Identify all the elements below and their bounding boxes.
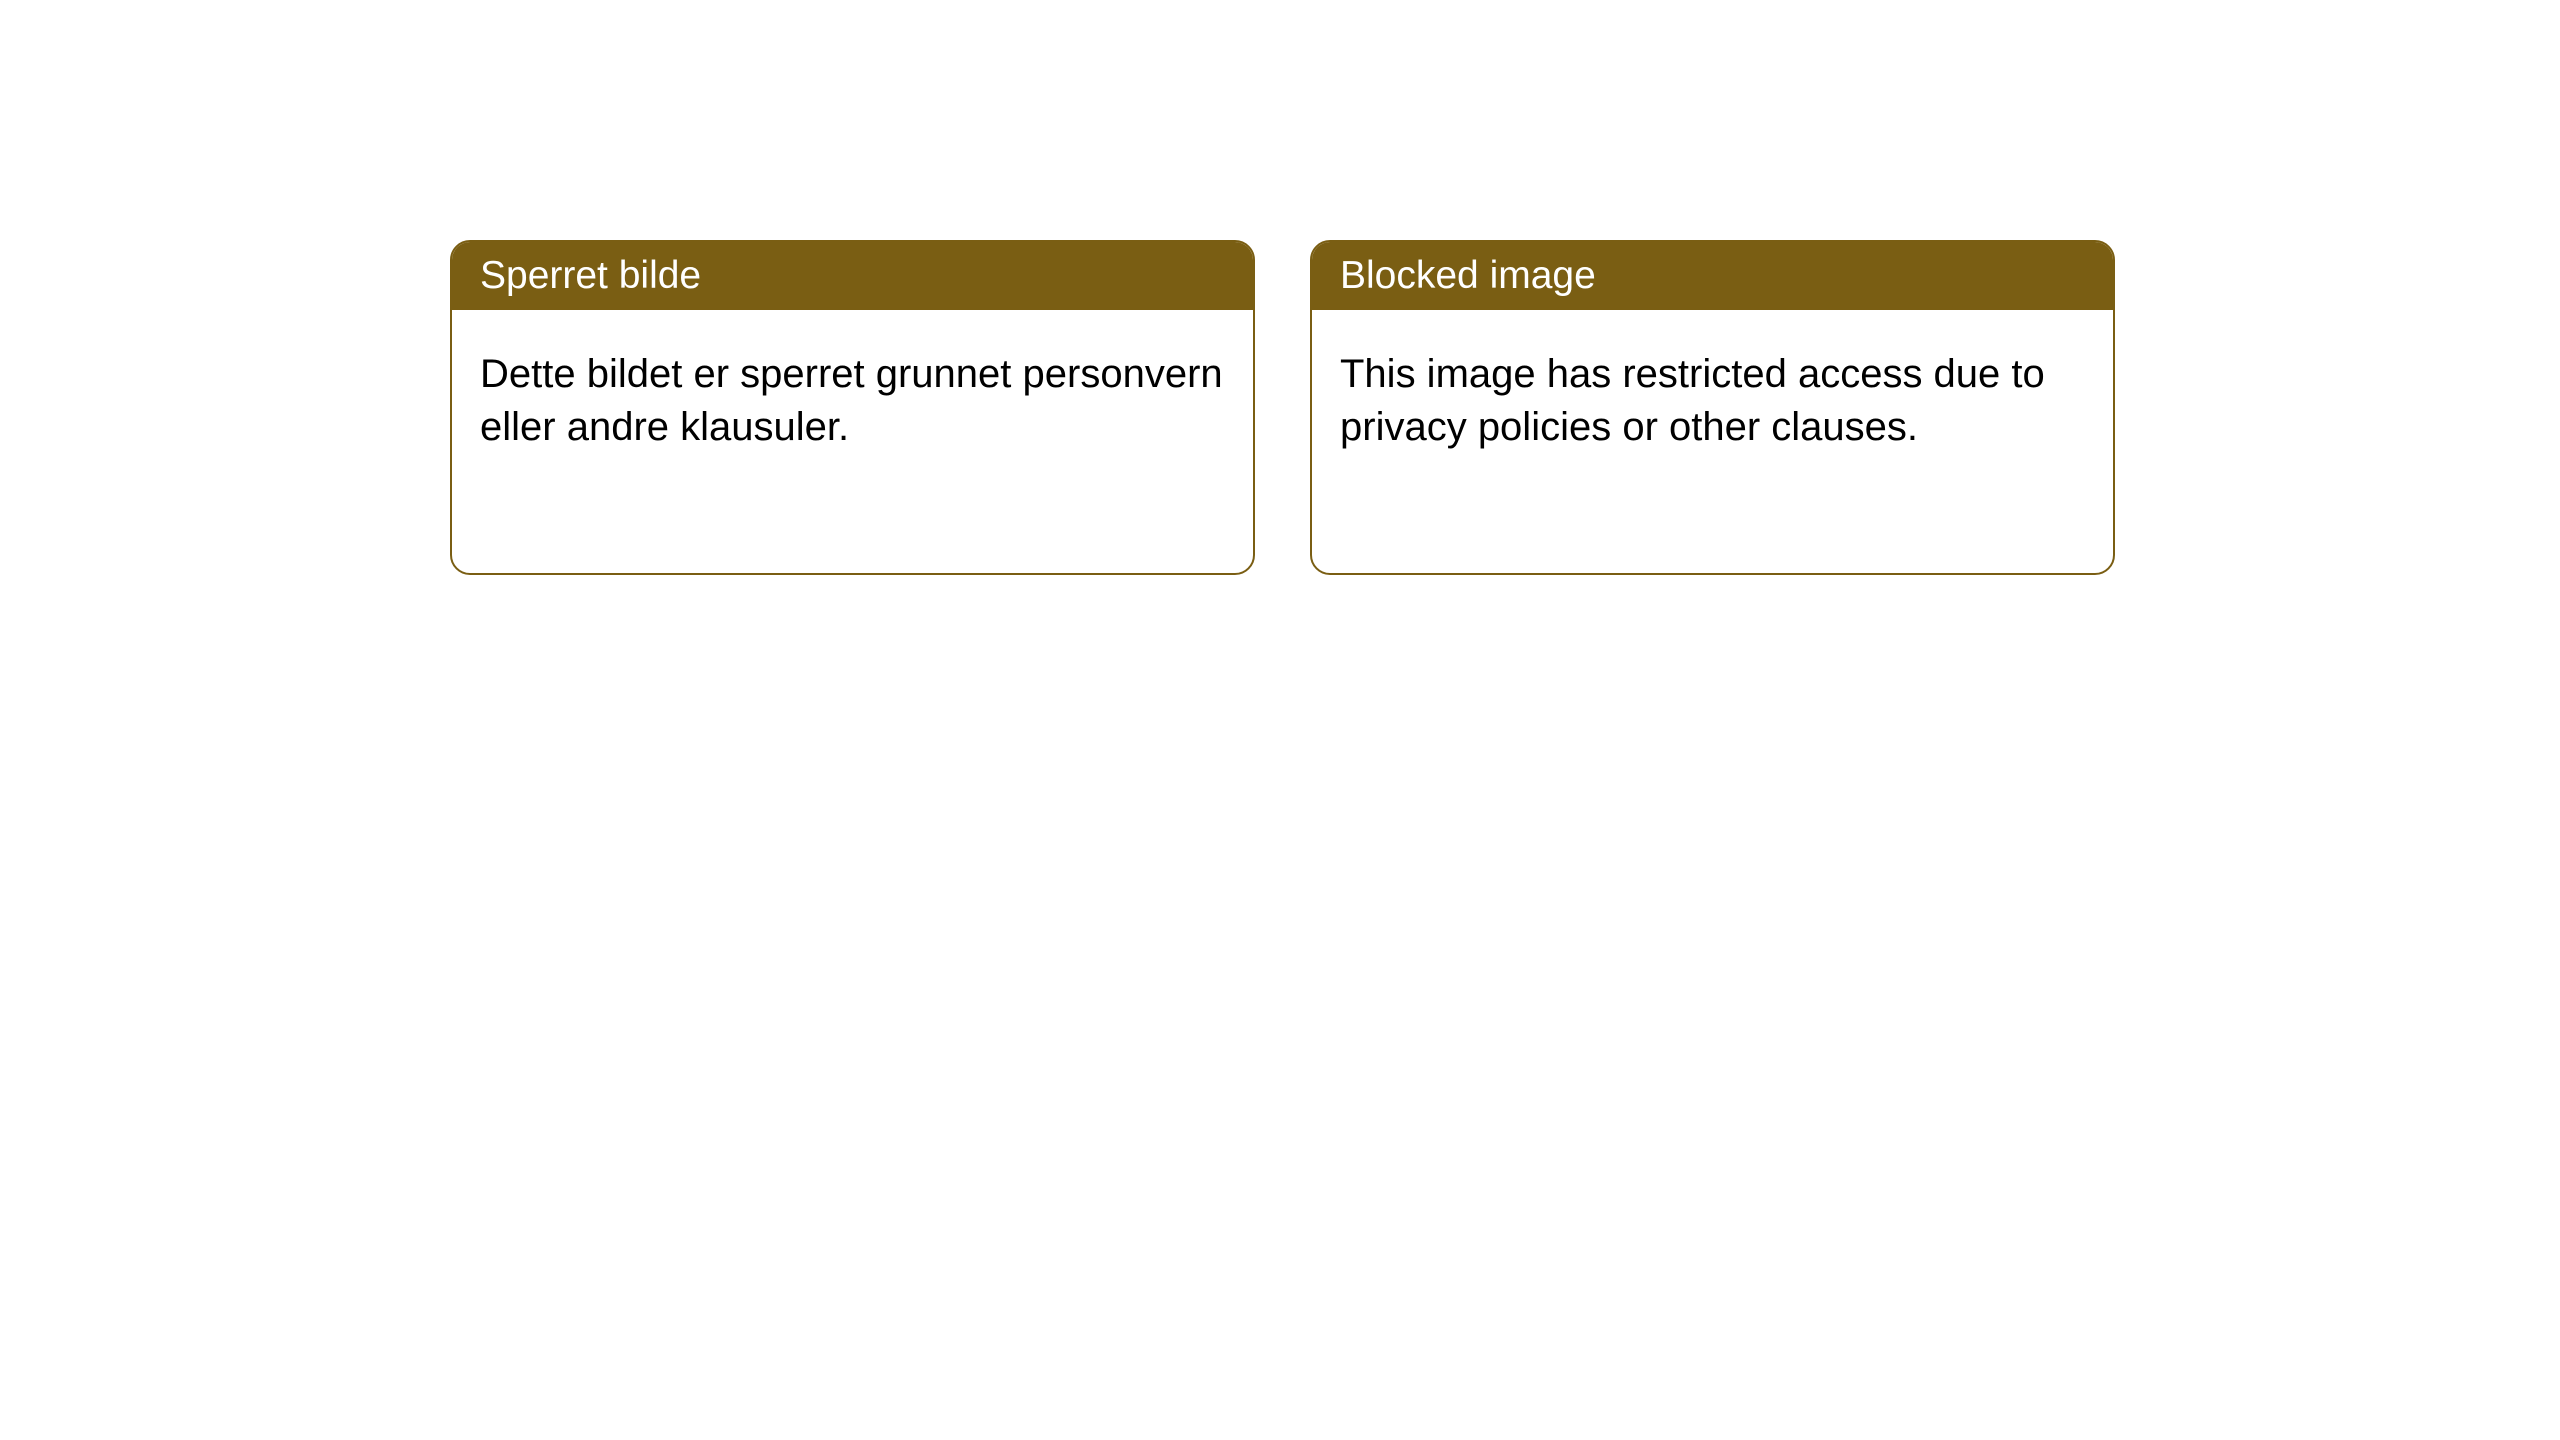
notice-card-english: Blocked image This image has restricted … — [1310, 240, 2115, 575]
card-header: Sperret bilde — [452, 242, 1253, 310]
card-title: Sperret bilde — [480, 254, 701, 297]
card-header: Blocked image — [1312, 242, 2113, 310]
notice-card-container: Sperret bilde Dette bildet er sperret gr… — [450, 240, 2115, 575]
card-body-text: Dette bildet er sperret grunnet personve… — [480, 352, 1223, 449]
card-body: This image has restricted access due to … — [1312, 310, 2113, 492]
card-body-text: This image has restricted access due to … — [1340, 352, 2045, 449]
notice-card-norwegian: Sperret bilde Dette bildet er sperret gr… — [450, 240, 1255, 575]
card-body: Dette bildet er sperret grunnet personve… — [452, 310, 1253, 492]
card-title: Blocked image — [1340, 254, 1596, 297]
